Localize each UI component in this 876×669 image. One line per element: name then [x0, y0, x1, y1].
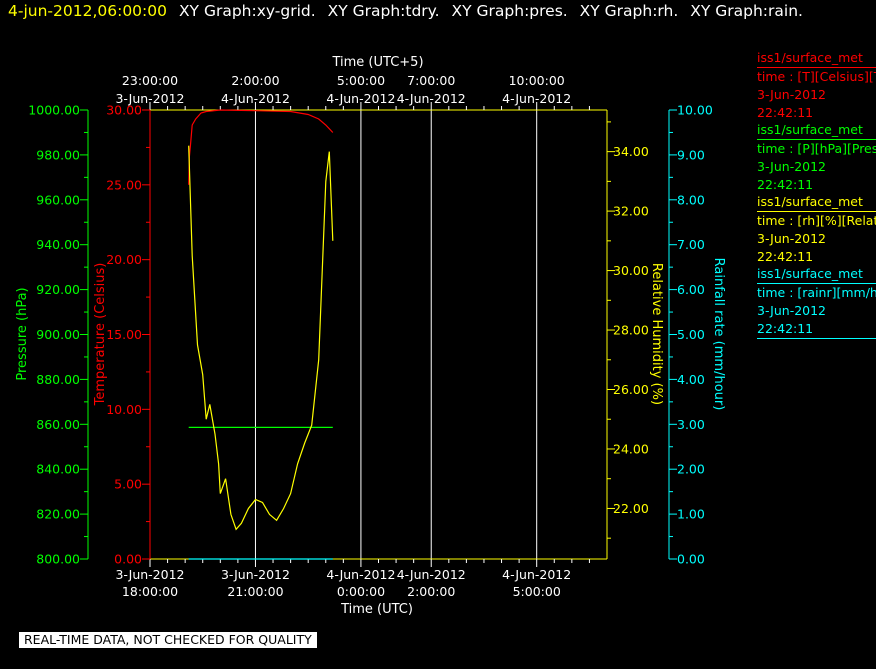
legend-temperature: iss1/surface_met time : [T][Celsius][Tem…	[757, 48, 876, 122]
pressure-tick-label: 960.00	[36, 192, 80, 207]
x-top-tick-label-time: 10:00:00	[509, 73, 565, 88]
legend-temperature-date: 3-Jun-2012	[757, 87, 827, 102]
x-top-tick-label-time: 2:00:00	[231, 73, 279, 88]
rain-tick-label: 6.00	[677, 282, 705, 297]
legend-rain-field: time : [rainr][mm/hour][Rainfall rate]	[757, 285, 876, 300]
quality-banner: REAL-TIME DATA, NOT CHECKED FOR QUALITY	[19, 632, 317, 648]
pressure-tick-label: 860.00	[36, 417, 80, 432]
legend-rain-date: 3-Jun-2012	[757, 303, 827, 318]
x-top-tick-label-date: 3-Jun-2012	[115, 91, 184, 106]
humidity-axis-title: Relative Humidity (%)	[649, 263, 664, 405]
humidity-tick-label: 30.00	[613, 263, 649, 278]
x-tick-label-date: 4-Jun-2012	[326, 567, 395, 582]
pressure-tick-label: 940.00	[36, 237, 80, 252]
x-tick-label-date: 3-Jun-2012	[221, 567, 290, 582]
title-graph-pres: XY Graph:pres.	[451, 2, 568, 20]
rain-tick-label: 4.00	[677, 372, 705, 387]
humidity-tick-label: 34.00	[613, 144, 649, 159]
x-top-tick-label-date: 4-Jun-2012	[221, 91, 290, 106]
legend-humidity-field: time : [rh][%][Relative Humidity]	[757, 213, 876, 228]
pressure-axis-title: Pressure (hPa)	[15, 287, 30, 380]
x-tick-label-date: 3-Jun-2012	[115, 567, 184, 582]
title-graph-tdry: XY Graph:tdry.	[327, 2, 440, 20]
legend-humidity-title: iss1/surface_met	[757, 192, 876, 212]
rain-tick-label: 9.00	[677, 147, 705, 162]
legend-temperature-title: iss1/surface_met	[757, 48, 876, 68]
pressure-tick-label: 980.00	[36, 147, 80, 162]
pressure-tick-label: 800.00	[36, 552, 80, 567]
title-graph-xy-grid: XY Graph:xy-grid.	[178, 2, 316, 20]
temperature-tick-label: 0.00	[114, 552, 142, 567]
legend-rain-title: iss1/surface_met	[757, 264, 876, 284]
title-graph-rain: XY Graph:rain.	[690, 2, 803, 20]
temperature-tick-label: 20.00	[106, 252, 142, 267]
rain-tick-label: 0.00	[677, 552, 705, 567]
legend-humidity: iss1/surface_met time : [rh][%][Relative…	[757, 192, 876, 266]
pressure-tick-label: 820.00	[36, 507, 80, 522]
legend-humidity-date: 3-Jun-2012	[757, 231, 827, 246]
legend-pressure-time: 22:42:11	[757, 177, 814, 192]
title-date: 4-jun-2012,06:00:00	[8, 2, 167, 20]
legend-pressure: iss1/surface_met time : [P][hPa][Pressur…	[757, 120, 876, 194]
temperature-tick-label: 15.00	[106, 327, 142, 342]
rain-tick-label: 7.00	[677, 237, 705, 252]
title-graph-rh: XY Graph:rh.	[579, 2, 679, 20]
rain-tick-label: 2.00	[677, 462, 705, 477]
x-top-tick-label-time: 7:00:00	[407, 73, 455, 88]
x-tick-label-time: 21:00:00	[227, 584, 283, 599]
x-top-tick-label-date: 4-Jun-2012	[397, 91, 466, 106]
x-axis-label-bottom: Time (UTC)	[340, 602, 413, 617]
x-top-tick-label-date: 4-Jun-2012	[326, 91, 395, 106]
rain-tick-label: 8.00	[677, 192, 705, 207]
series-line-temperature	[188, 109, 334, 185]
x-tick-label-time: 2:00:00	[407, 584, 455, 599]
legend-rain-time: 22:42:11	[757, 320, 876, 339]
x-tick-label-time: 18:00:00	[122, 584, 178, 599]
legend-temperature-field: time : [T][Celsius][Temperature]	[757, 69, 876, 84]
temperature-axis-title: Temperature (Celsius)	[93, 263, 108, 407]
humidity-tick-label: 24.00	[613, 441, 649, 456]
legend-rain: iss1/surface_met time : [rainr][mm/hour]…	[757, 264, 876, 339]
legend-pressure-field: time : [P][hPa][Pressure]	[757, 141, 876, 156]
temperature-tick-label: 25.00	[106, 177, 142, 192]
pressure-tick-label: 840.00	[36, 462, 80, 477]
rain-tick-label: 1.00	[677, 507, 705, 522]
x-tick-label-date: 4-Jun-2012	[397, 567, 466, 582]
rain-axis-title: Rainfall rate (mm/hour)	[711, 258, 726, 411]
temperature-tick-label: 10.00	[106, 402, 142, 417]
rain-tick-label: 5.00	[677, 327, 705, 342]
x-axis-label-top: Time (UTC+5)	[331, 55, 423, 70]
pressure-tick-label: 1000.00	[28, 103, 80, 118]
pressure-tick-label: 900.00	[36, 327, 80, 342]
humidity-tick-label: 22.00	[613, 501, 649, 516]
temperature-tick-label: 5.00	[114, 477, 142, 492]
x-top-tick-label-time: 23:00:00	[122, 73, 178, 88]
temperature-tick-label: 30.00	[106, 103, 142, 118]
x-tick-label-date: 4-Jun-2012	[502, 567, 571, 582]
humidity-tick-label: 26.00	[613, 382, 649, 397]
series-line-humidity	[188, 145, 334, 531]
pressure-tick-label: 880.00	[36, 372, 80, 387]
rain-tick-label: 10.00	[677, 103, 713, 118]
humidity-tick-label: 28.00	[613, 323, 649, 338]
legend-humidity-time: 22:42:11	[757, 249, 814, 264]
rain-tick-label: 3.00	[677, 417, 705, 432]
pressure-tick-label: 920.00	[36, 282, 80, 297]
x-tick-label-time: 5:00:00	[513, 584, 561, 599]
x-top-tick-label-date: 4-Jun-2012	[502, 91, 571, 106]
legend-temperature-time: 22:42:11	[757, 105, 814, 120]
x-tick-label-time: 0:00:00	[337, 584, 385, 599]
humidity-tick-label: 32.00	[613, 204, 649, 219]
legend-pressure-title: iss1/surface_met	[757, 120, 876, 140]
title-bar: 4-jun-2012,06:00:00 XY Graph:xy-grid. XY…	[8, 1, 803, 21]
x-top-tick-label-time: 5:00:00	[337, 73, 385, 88]
legend-pressure-date: 3-Jun-2012	[757, 159, 827, 174]
